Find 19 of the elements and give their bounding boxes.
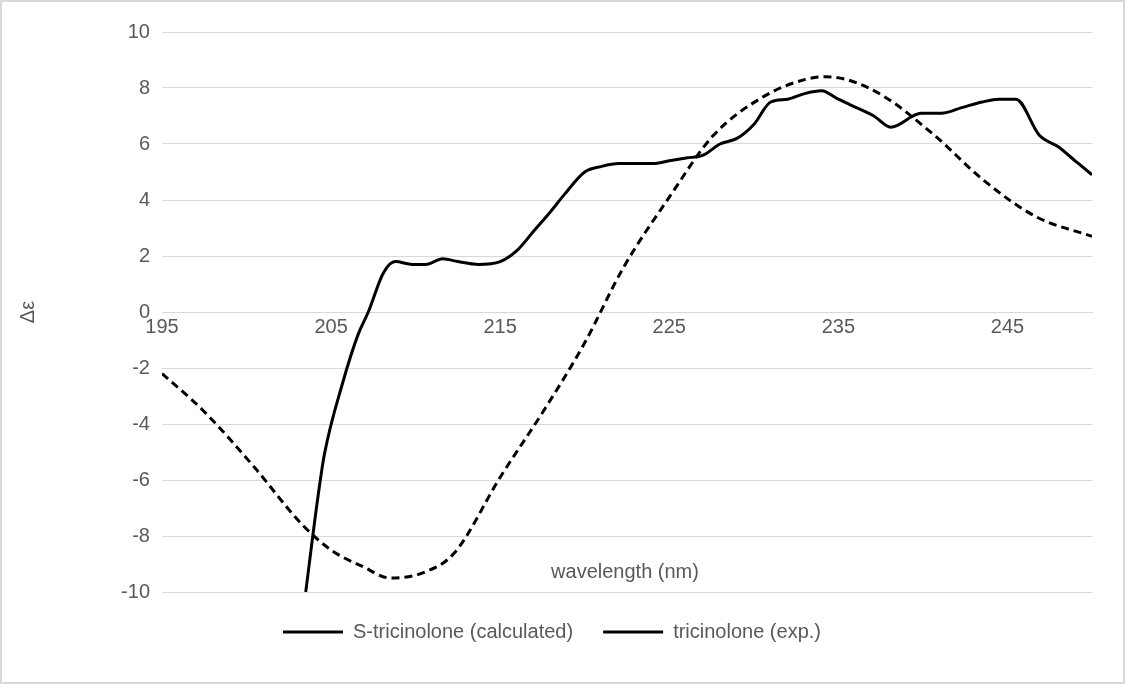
y-tick-label: 4	[138, 187, 150, 210]
y-tick-label: 6	[138, 131, 150, 154]
x-tick-label: 225	[652, 314, 686, 337]
y-tick-label: -2	[132, 355, 150, 378]
legend-label: tricinolone (exp.)	[673, 619, 821, 642]
y-tick-label: -8	[132, 523, 150, 546]
y-tick-label: 8	[138, 75, 150, 98]
x-tick-label: 205	[314, 314, 348, 337]
y-axis-title: Δε	[15, 300, 38, 324]
y-tick-label: 2	[138, 243, 150, 266]
y-tick-label: -10	[121, 579, 150, 602]
x-tick-label: 245	[990, 314, 1025, 337]
y-tick-label: 10	[127, 19, 150, 42]
x-axis-title: wavelength (nm)	[550, 560, 700, 583]
x-tick-label: 215	[483, 314, 517, 337]
legend-label: S-tricinolone (calculated)	[353, 619, 574, 642]
x-tick-label: 235	[821, 314, 856, 337]
y-tick-label: -4	[132, 411, 150, 434]
y-tick-label: -6	[132, 467, 150, 490]
